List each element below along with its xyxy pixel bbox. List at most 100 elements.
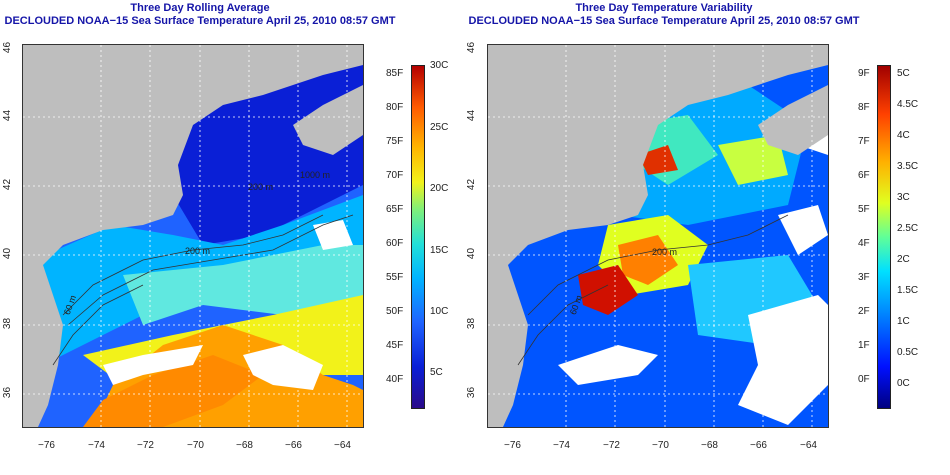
left-title-line1: Three Day Rolling Average — [130, 2, 270, 14]
cloud-mask-1 — [103, 345, 203, 385]
left-cb-f: 85F — [386, 68, 404, 79]
land-mass — [23, 45, 363, 427]
left-cb-f: 55F — [386, 272, 404, 283]
right-lon-label: −72 — [603, 440, 620, 451]
right-cb-c: 5C — [897, 68, 910, 79]
right-lon-label: −68 — [701, 440, 718, 451]
right-cb-c: 4C — [897, 130, 910, 141]
right-title: Three Day Temperature Variability DECLOU… — [454, 2, 874, 28]
right-lon-label: −66 — [750, 440, 767, 451]
right-cb-c: 0C — [897, 378, 910, 389]
left-cb-f: 80F — [386, 102, 404, 113]
slope-water — [123, 245, 363, 325]
cloud-mask-2 — [243, 345, 323, 390]
gulf-stream-core — [83, 355, 263, 427]
right-cb-f: 4F — [858, 238, 870, 249]
right-cb-f: 2F — [858, 306, 870, 317]
left-title: Three Day Rolling Average DECLOUDED NOAA… — [0, 2, 410, 28]
right-lat-label: 36 — [466, 386, 478, 399]
left-lat-label: 42 — [2, 178, 14, 191]
contour-60m — [517, 284, 609, 366]
no-data-mask-2 — [738, 295, 828, 425]
contour-60m — [52, 284, 144, 366]
left-lat-label: 40 — [2, 247, 14, 260]
right-cb-f: 5F — [858, 204, 870, 215]
left-colorbar — [411, 65, 425, 409]
left-title-line2: DECLOUDED NOAA−15 Sea Surface Temperatur… — [4, 15, 396, 27]
left-cb-f: 65F — [386, 204, 404, 215]
right-title-line1: Three Day Temperature Variability — [575, 2, 753, 14]
right-graticule — [488, 45, 828, 427]
right-cb-f: 1F — [858, 340, 870, 351]
no-data-mask-3 — [778, 205, 828, 255]
right-title-line2: DECLOUDED NOAA−15 Sea Surface Temperatur… — [468, 15, 860, 27]
right-variability-map[interactable] — [487, 44, 829, 428]
var-patch-red-2 — [638, 145, 678, 175]
left-cb-c: 30C — [430, 60, 449, 71]
var-patch-orange — [618, 235, 678, 285]
nova-scotia — [758, 85, 828, 155]
left-lat-label: 46 — [2, 41, 14, 54]
left-sst-map[interactable] — [22, 44, 364, 428]
right-contour-label-200m: 200 m — [652, 247, 678, 257]
left-cb-f: 60F — [386, 238, 404, 249]
right-lon-label: −64 — [800, 440, 817, 451]
left-lon-label: −72 — [137, 440, 154, 451]
left-lon-label: −64 — [334, 440, 351, 451]
right-cb-f: 7F — [858, 136, 870, 147]
left-lon-label: −74 — [88, 440, 105, 451]
right-cb-c: 4.5C — [897, 99, 919, 110]
left-map-svg — [23, 45, 363, 427]
left-lat-label: 44 — [2, 109, 14, 122]
right-cb-c: 3.5C — [897, 161, 919, 172]
right-cb-c: 1.5C — [897, 285, 919, 296]
left-cb-c: 5C — [430, 367, 443, 378]
var-patch-yellow-2 — [718, 135, 788, 185]
right-colorbar — [877, 65, 891, 409]
right-cb-f: 6F — [858, 170, 870, 181]
right-cb-f: 0F — [858, 374, 870, 385]
right-lat-label: 38 — [466, 317, 478, 330]
left-cb-f: 40F — [386, 374, 404, 385]
left-lon-label: −70 — [187, 440, 204, 451]
cloud-mask-3 — [313, 220, 353, 250]
right-cb-f: 3F — [858, 272, 870, 283]
left-lon-label: −68 — [236, 440, 253, 451]
left-cb-f: 75F — [386, 136, 404, 147]
right-lat-label: 46 — [466, 41, 478, 54]
right-lat-label: 40 — [466, 247, 478, 260]
right-cb-c: 2.5C — [897, 223, 919, 234]
no-data-mask-1 — [558, 345, 658, 385]
right-lon-label: −76 — [504, 440, 521, 451]
contour-200m — [527, 214, 789, 316]
left-cb-f: 45F — [386, 340, 404, 351]
right-lon-label: −70 — [652, 440, 669, 451]
left-cb-f: 50F — [386, 306, 404, 317]
right-map-svg — [488, 45, 828, 427]
contour-200m — [62, 214, 324, 316]
left-cb-c: 15C — [430, 245, 449, 256]
right-cb-f: 9F — [858, 68, 870, 79]
right-cb-c: 3C — [897, 192, 910, 203]
contour-1000m — [67, 214, 354, 326]
right-lon-label: −74 — [553, 440, 570, 451]
left-cb-c: 25C — [430, 122, 449, 133]
left-lon-label: −66 — [285, 440, 302, 451]
left-cb-c: 20C — [430, 183, 449, 194]
left-lat-label: 36 — [2, 386, 14, 399]
right-cb-c: 2C — [897, 254, 910, 265]
left-cb-f: 70F — [386, 170, 404, 181]
var-patch-red — [578, 265, 638, 315]
nova-scotia — [293, 85, 363, 155]
right-lat-label: 44 — [466, 109, 478, 122]
left-graticule — [23, 45, 363, 427]
left-lat-label: 38 — [2, 317, 14, 330]
left-lon-label: −76 — [38, 440, 55, 451]
left-contour-label-200m: 200 m — [185, 246, 211, 256]
left-contour-label-1000m: 1000 m — [300, 170, 331, 180]
left-cb-c: 10C — [430, 306, 449, 317]
right-cb-c: 1C — [897, 316, 910, 327]
right-cb-f: 8F — [858, 102, 870, 113]
right-cb-c: 0.5C — [897, 347, 919, 358]
land-mass — [488, 45, 828, 427]
